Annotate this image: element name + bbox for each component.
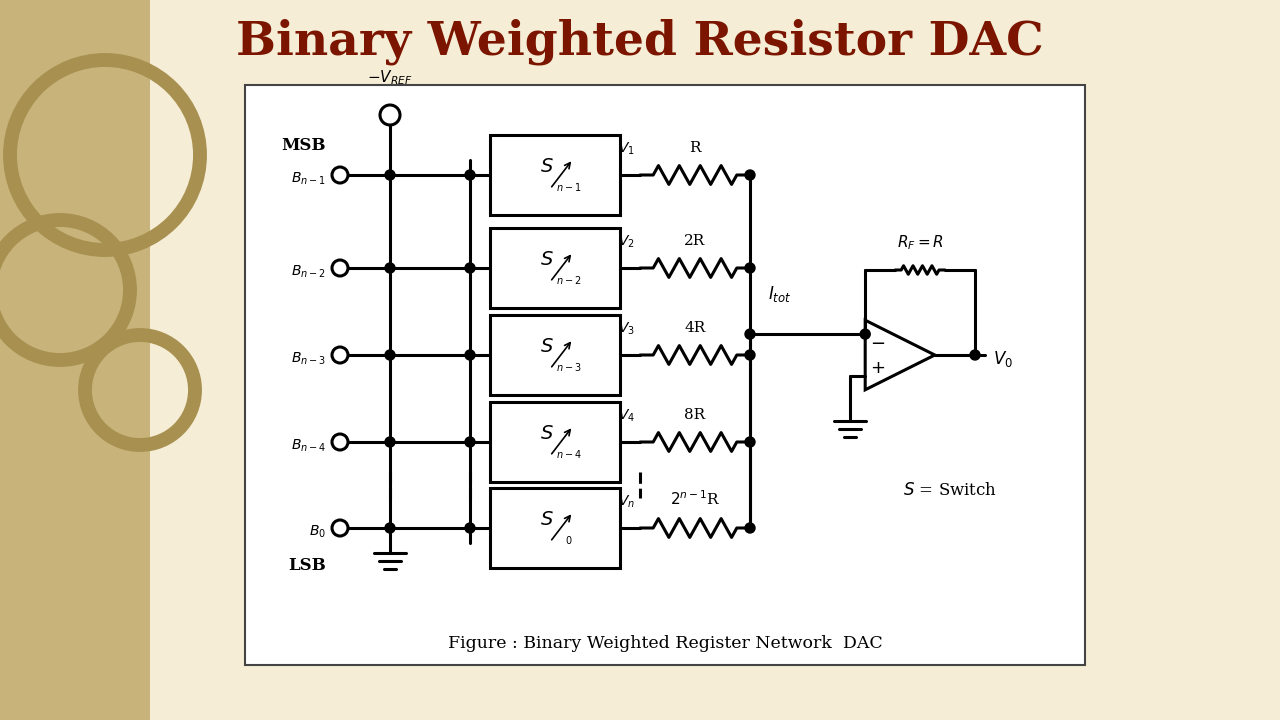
- Text: $B_{n-2}$: $B_{n-2}$: [291, 264, 326, 280]
- Text: $-$: $-$: [870, 333, 886, 351]
- Text: $V_3$: $V_3$: [618, 320, 635, 337]
- Text: 4R: 4R: [685, 321, 705, 335]
- Text: $_{n-2}$: $_{n-2}$: [557, 273, 581, 287]
- Text: $V_4$: $V_4$: [618, 408, 635, 424]
- Circle shape: [465, 263, 475, 273]
- Text: Binary Weighted Resistor DAC: Binary Weighted Resistor DAC: [236, 19, 1044, 66]
- Text: $+$: $+$: [870, 359, 886, 377]
- Bar: [490, 135, 620, 215]
- Circle shape: [970, 350, 980, 360]
- Circle shape: [745, 263, 755, 273]
- Circle shape: [385, 437, 396, 447]
- Circle shape: [745, 523, 755, 533]
- Text: $-V_{REF}$: $-V_{REF}$: [367, 68, 413, 87]
- Text: Figure : Binary Weighted Register Network  DAC: Figure : Binary Weighted Register Networ…: [448, 634, 882, 652]
- Text: $V_0$: $V_0$: [993, 349, 1012, 369]
- Circle shape: [465, 170, 475, 180]
- Bar: [244, 85, 1085, 665]
- Text: $_{0}$: $_{0}$: [566, 533, 573, 547]
- Circle shape: [385, 523, 396, 533]
- Text: 2R: 2R: [685, 234, 705, 248]
- Text: $B_{n-4}$: $B_{n-4}$: [291, 438, 326, 454]
- Circle shape: [465, 350, 475, 360]
- Text: MSB: MSB: [282, 137, 326, 153]
- Circle shape: [745, 437, 755, 447]
- Text: $S$: $S$: [540, 158, 554, 176]
- Text: LSB: LSB: [288, 557, 326, 575]
- Bar: [490, 315, 620, 395]
- Text: $S$: $S$: [540, 338, 554, 356]
- Bar: [150, 0, 1280, 720]
- Bar: [0, 0, 195, 720]
- Bar: [490, 402, 620, 482]
- Text: $B_{n-1}$: $B_{n-1}$: [291, 171, 326, 187]
- Bar: [490, 228, 620, 308]
- Text: $_{n-4}$: $_{n-4}$: [556, 447, 582, 461]
- Bar: [490, 488, 620, 568]
- Circle shape: [385, 350, 396, 360]
- Text: $V_1$: $V_1$: [618, 140, 635, 157]
- Text: $S$: $S$: [540, 511, 554, 529]
- Text: $S$: $S$: [540, 425, 554, 443]
- Circle shape: [745, 329, 755, 339]
- Text: $B_0$: $B_0$: [308, 524, 326, 540]
- Text: $V_n$: $V_n$: [618, 494, 635, 510]
- Circle shape: [745, 170, 755, 180]
- Text: $R_F = R$: $R_F = R$: [896, 233, 943, 252]
- Circle shape: [860, 329, 870, 339]
- Circle shape: [465, 523, 475, 533]
- Text: $V_2$: $V_2$: [618, 233, 635, 250]
- Text: 8R: 8R: [685, 408, 705, 422]
- Circle shape: [385, 263, 396, 273]
- Circle shape: [745, 350, 755, 360]
- Text: $_{n-1}$: $_{n-1}$: [557, 180, 581, 194]
- Circle shape: [385, 170, 396, 180]
- Text: $S$ = Switch: $S$ = Switch: [902, 482, 997, 498]
- Text: $I_{tot}$: $I_{tot}$: [768, 284, 791, 304]
- Text: R: R: [689, 141, 700, 155]
- Text: $2^{n-1}$R: $2^{n-1}$R: [669, 490, 721, 508]
- Text: $S$: $S$: [540, 251, 554, 269]
- Circle shape: [465, 437, 475, 447]
- Text: $B_{n-3}$: $B_{n-3}$: [291, 351, 326, 367]
- Text: $_{n-3}$: $_{n-3}$: [557, 360, 582, 374]
